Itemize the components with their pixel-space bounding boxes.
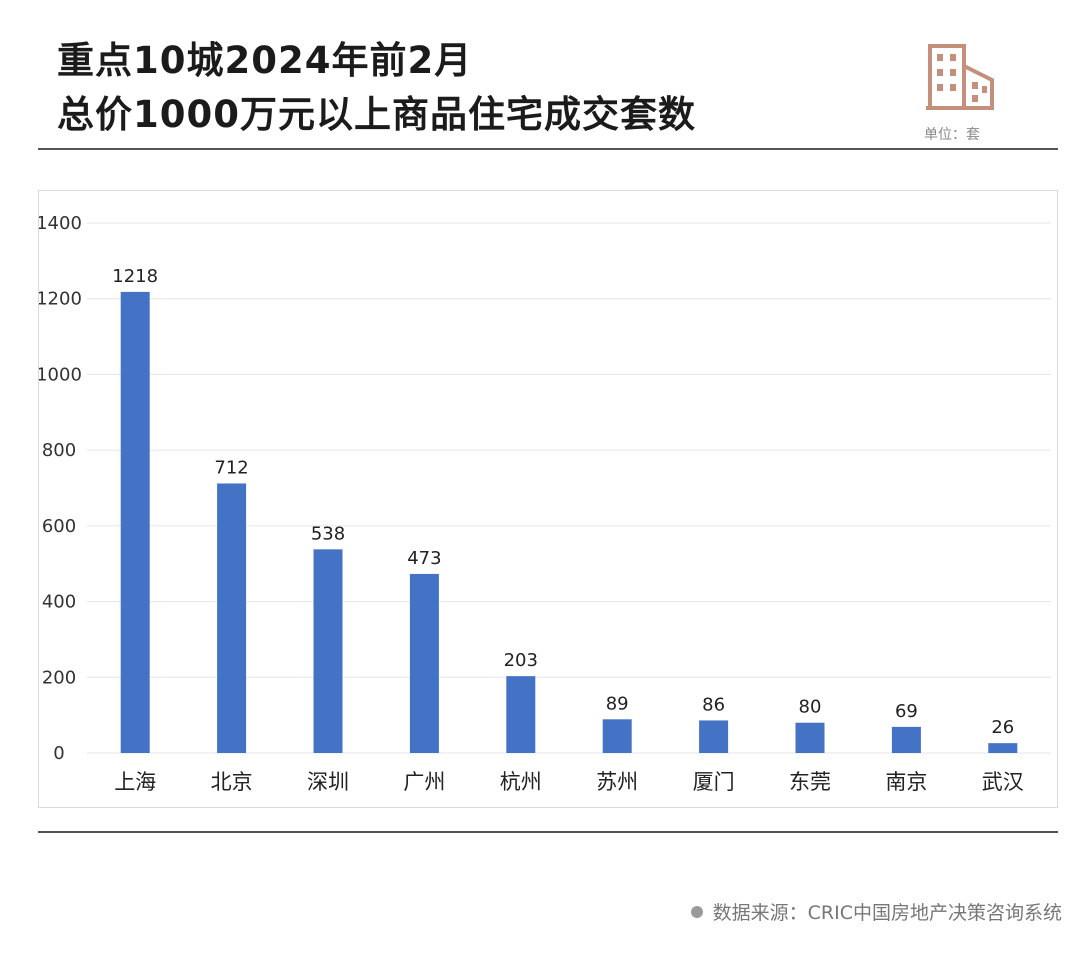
x-tick-label: 武汉 [982, 770, 1024, 794]
y-tick-label: 1400 [39, 213, 82, 234]
bar [795, 722, 825, 753]
x-tick-label: 南京 [885, 770, 927, 794]
bar [120, 291, 150, 753]
grid-lines [87, 222, 1051, 754]
x-axis-ticks: 上海 北京 深圳 广州 杭州 苏州 厦门 东莞 南京 武汉 [114, 770, 1024, 794]
bar [891, 726, 921, 753]
chart-title-line-2: 总价1000万元以上商品住宅成交套数 [57, 93, 696, 136]
x-tick-label: 杭州 [500, 770, 542, 794]
x-tick-label: 苏州 [596, 770, 638, 794]
y-axis-ticks: 0 200 400 600 800 1000 1200 1400 [39, 213, 82, 764]
y-tick-label: 600 [42, 516, 76, 537]
source-text: 数据来源：CRIC中国房地产决策咨询系统 [712, 902, 1062, 924]
x-tick-label: 广州 [403, 770, 445, 794]
footer-divider [38, 831, 1058, 833]
x-tick-label: 北京 [211, 770, 253, 794]
x-tick-label: 东莞 [789, 770, 831, 794]
y-tick-label: 1000 [39, 364, 82, 385]
chart-area: 0 200 400 600 800 1000 1200 1400 1218 712 538 473 2… [38, 190, 1058, 808]
source-note: 数据来源：CRIC中国房地产决策咨询系统 [690, 898, 1062, 925]
bar [506, 676, 536, 753]
bar [699, 720, 729, 753]
data-label: 473 [407, 548, 441, 569]
data-label: 712 [214, 457, 248, 478]
x-tick-label: 厦门 [693, 770, 735, 794]
data-labels: 1218 712 538 473 203 89 86 80 69 26 [112, 266, 1014, 738]
unit-label: 单位：套 [924, 127, 980, 143]
data-label: 86 [702, 694, 725, 715]
bar [602, 719, 632, 753]
data-label: 26 [991, 717, 1014, 738]
header-divider [38, 148, 1058, 150]
data-label: 80 [799, 697, 822, 718]
y-tick-label: 400 [42, 592, 76, 613]
y-tick-label: 0 [53, 743, 64, 764]
y-tick-label: 800 [42, 440, 76, 461]
bars [120, 291, 1018, 753]
building-icon [926, 44, 994, 110]
bullet-icon [690, 905, 703, 918]
bar [313, 549, 343, 753]
data-label: 69 [895, 701, 918, 722]
data-label: 89 [606, 693, 629, 714]
chart-title-line-1: 重点10城2024年前2月 [57, 39, 473, 82]
y-tick-label: 200 [42, 667, 76, 688]
y-tick-label: 1200 [39, 289, 82, 310]
x-tick-label: 上海 [114, 770, 156, 794]
bar-chart: 0 200 400 600 800 1000 1200 1400 1218 712 538 473 2… [39, 213, 1051, 794]
bar [988, 743, 1018, 753]
data-label: 203 [504, 650, 538, 671]
data-label: 1218 [112, 266, 158, 287]
bar [409, 573, 439, 753]
x-tick-label: 深圳 [307, 770, 349, 794]
data-label: 538 [311, 523, 345, 544]
bar [217, 483, 247, 753]
